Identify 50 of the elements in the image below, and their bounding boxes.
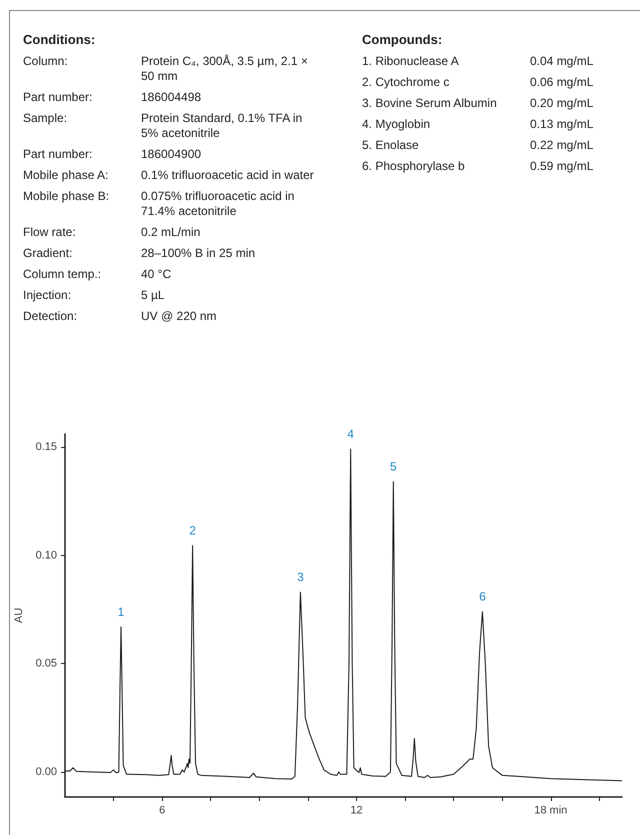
text: 0.59 mg/mL bbox=[530, 159, 594, 174]
annotation: 5 bbox=[390, 460, 398, 474]
text: Sample: bbox=[23, 111, 68, 127]
text: Part number: bbox=[23, 90, 94, 105]
text: 0.1% trifluoroacetic acid in water bbox=[141, 168, 315, 183]
text: Mobile phase A: bbox=[23, 168, 110, 183]
text: Protein C₄, 300Å, 3.5 µm, 2.1 × 50 mm bbox=[141, 54, 309, 84]
text: 2. Cytochrome c bbox=[362, 75, 450, 90]
annotation: 3 bbox=[297, 570, 304, 584]
x-tick-label: 12 bbox=[350, 804, 363, 816]
text: 0.22 mg/mL bbox=[530, 138, 594, 153]
annotation: 1 bbox=[118, 604, 125, 619]
text: 0.075% trifluoroacetic acid in 71.4% acetonitrile bbox=[141, 189, 296, 219]
y-tick-label: 0.10 bbox=[36, 549, 57, 562]
text: Injection: bbox=[23, 288, 72, 303]
text: Detection: bbox=[23, 309, 78, 324]
text: 186004900 bbox=[141, 147, 202, 162]
text: 28–100% B in 25 min bbox=[141, 246, 256, 261]
annotation: 4 bbox=[347, 427, 354, 442]
y-tick-label: 0.15 bbox=[36, 441, 57, 454]
text: Flow rate: bbox=[23, 225, 77, 240]
y-tick-label: 0.00 bbox=[36, 766, 57, 778]
text: 0.04 mg/mL bbox=[530, 54, 594, 69]
text: Column: bbox=[23, 54, 69, 70]
text: 40 °C bbox=[141, 267, 172, 282]
annotation: 6 bbox=[479, 590, 486, 604]
text: Protein Standard, 0.1% TFA in 5% acetonitrile bbox=[141, 111, 304, 141]
text: 5 µL bbox=[141, 288, 166, 303]
text: Column temp.: bbox=[23, 267, 102, 282]
text: Part number: bbox=[23, 147, 94, 162]
text: Compounds: bbox=[362, 32, 444, 47]
text: UV @ 220 nm bbox=[141, 309, 218, 324]
text: 3. Bovine Serum Albumin bbox=[362, 96, 498, 111]
y-axis-title: AU bbox=[13, 608, 26, 624]
text: 0.20 mg/mL bbox=[530, 96, 594, 111]
text: 0.2 mL/min bbox=[141, 225, 202, 240]
text: Mobile phase B: bbox=[23, 189, 110, 205]
x-tick-label: 18 min bbox=[534, 804, 568, 816]
text: 4. Myoglobin bbox=[362, 117, 432, 132]
text: Gradient: bbox=[23, 246, 74, 261]
text: Conditions: bbox=[23, 32, 96, 47]
text: 0.06 mg/mL bbox=[530, 75, 594, 90]
text: 6. Phosphorylase b bbox=[362, 159, 466, 174]
text: 186004498 bbox=[141, 90, 202, 105]
text: 0.13 mg/mL bbox=[530, 117, 594, 132]
y-tick-label: 0.05 bbox=[36, 658, 57, 670]
x-tick-label: 6 bbox=[159, 804, 166, 816]
annotation: 2 bbox=[189, 524, 196, 538]
text: 5. Enolase bbox=[362, 138, 420, 153]
text: 1. Ribonuclease A bbox=[362, 54, 460, 69]
